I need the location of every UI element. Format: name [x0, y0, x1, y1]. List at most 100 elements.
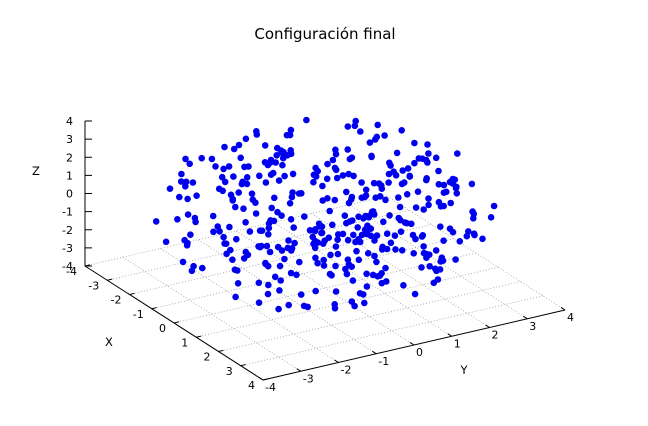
z-tick-label: 2 [66, 151, 73, 164]
data-point [192, 218, 199, 226]
data-point [288, 245, 296, 252]
data-point [326, 207, 334, 215]
data-point [357, 128, 364, 135]
data-point [296, 258, 303, 266]
data-point [227, 246, 234, 254]
data-point [233, 235, 240, 243]
data-point [235, 189, 242, 196]
data-point [255, 279, 263, 287]
x-tick-label: 0 [159, 322, 166, 335]
x-tick-mark [196, 335, 202, 338]
data-point [371, 237, 378, 244]
data-point [212, 163, 219, 170]
data-point [344, 236, 352, 244]
data-point [379, 243, 386, 251]
data-point [320, 262, 328, 269]
data-point [332, 146, 339, 154]
data-point [318, 229, 325, 237]
grid-line-x [173, 252, 477, 324]
data-point [349, 277, 357, 284]
data-point [325, 234, 333, 241]
grid-line-y [160, 248, 339, 363]
data-point [487, 214, 495, 221]
data-point [329, 156, 337, 164]
data-point [366, 212, 373, 219]
y-tick-label: -2 [341, 364, 352, 377]
data-point [332, 288, 340, 295]
data-point [342, 265, 349, 273]
data-point [264, 290, 272, 298]
data-point [331, 305, 339, 312]
data-point [243, 174, 251, 181]
z-tick-label: -2 [62, 224, 73, 237]
data-point [177, 178, 185, 185]
data-point [258, 227, 266, 234]
data-point [440, 202, 448, 210]
x-axis-ticks: -4 -3 -2 -1 0 1 2 3 4 [66, 264, 269, 392]
data-point [435, 167, 442, 175]
data-point [208, 155, 216, 163]
data-point [220, 165, 227, 173]
data-point [312, 164, 319, 172]
data-point [366, 139, 374, 146]
data-point [225, 163, 233, 170]
data-point [277, 277, 285, 284]
data-point [218, 173, 226, 181]
data-point [174, 216, 181, 223]
data-point [345, 261, 353, 268]
data-point [351, 122, 359, 130]
data-point [397, 216, 404, 224]
data-point [420, 243, 427, 250]
data-point [242, 135, 250, 143]
data-point [262, 179, 270, 186]
data-point [334, 236, 341, 243]
x-tick-label: -4 [66, 265, 77, 278]
data-point [440, 237, 447, 244]
data-point [234, 280, 242, 287]
grid-line-x [151, 238, 454, 310]
data-point [286, 200, 294, 207]
data-point [341, 212, 349, 219]
data-point [398, 247, 406, 254]
data-point [219, 187, 226, 195]
z-tick-label: -3 [62, 242, 73, 255]
x-tick-label: 3 [226, 365, 233, 378]
grid-line-x [84, 195, 388, 267]
y-tick-label: 3 [529, 320, 536, 333]
x-tick-mark [240, 364, 246, 367]
data-point [424, 141, 431, 148]
y-axis-label: Y [459, 363, 468, 377]
y-tick-mark [296, 368, 302, 372]
data-point [437, 223, 444, 230]
data-point [327, 251, 334, 259]
chart-title: Configuración final [254, 25, 395, 43]
data-point [453, 190, 461, 197]
data-point [244, 251, 252, 259]
data-point [374, 121, 382, 129]
data-point [398, 127, 406, 134]
data-point [306, 227, 314, 234]
data-point [446, 178, 454, 186]
data-point [367, 232, 375, 239]
data-point [414, 188, 422, 195]
data-point [262, 259, 269, 267]
data-point [293, 271, 300, 279]
data-point [350, 231, 357, 239]
data-point [371, 136, 379, 143]
z-tick-label: -4 [62, 260, 73, 273]
data-point [287, 150, 295, 158]
y-tick-mark [485, 324, 490, 328]
data-point [468, 180, 476, 188]
data-point [440, 189, 448, 196]
data-point [291, 239, 298, 247]
grid-line-y [122, 256, 301, 372]
grid-line-x [107, 209, 410, 281]
data-point [440, 181, 448, 189]
x-tick-label: -2 [111, 294, 122, 307]
data-point [343, 270, 351, 278]
x-tick-mark [262, 378, 269, 381]
grid-line-y [235, 230, 415, 346]
data-point [339, 172, 347, 179]
data-point [190, 262, 197, 270]
